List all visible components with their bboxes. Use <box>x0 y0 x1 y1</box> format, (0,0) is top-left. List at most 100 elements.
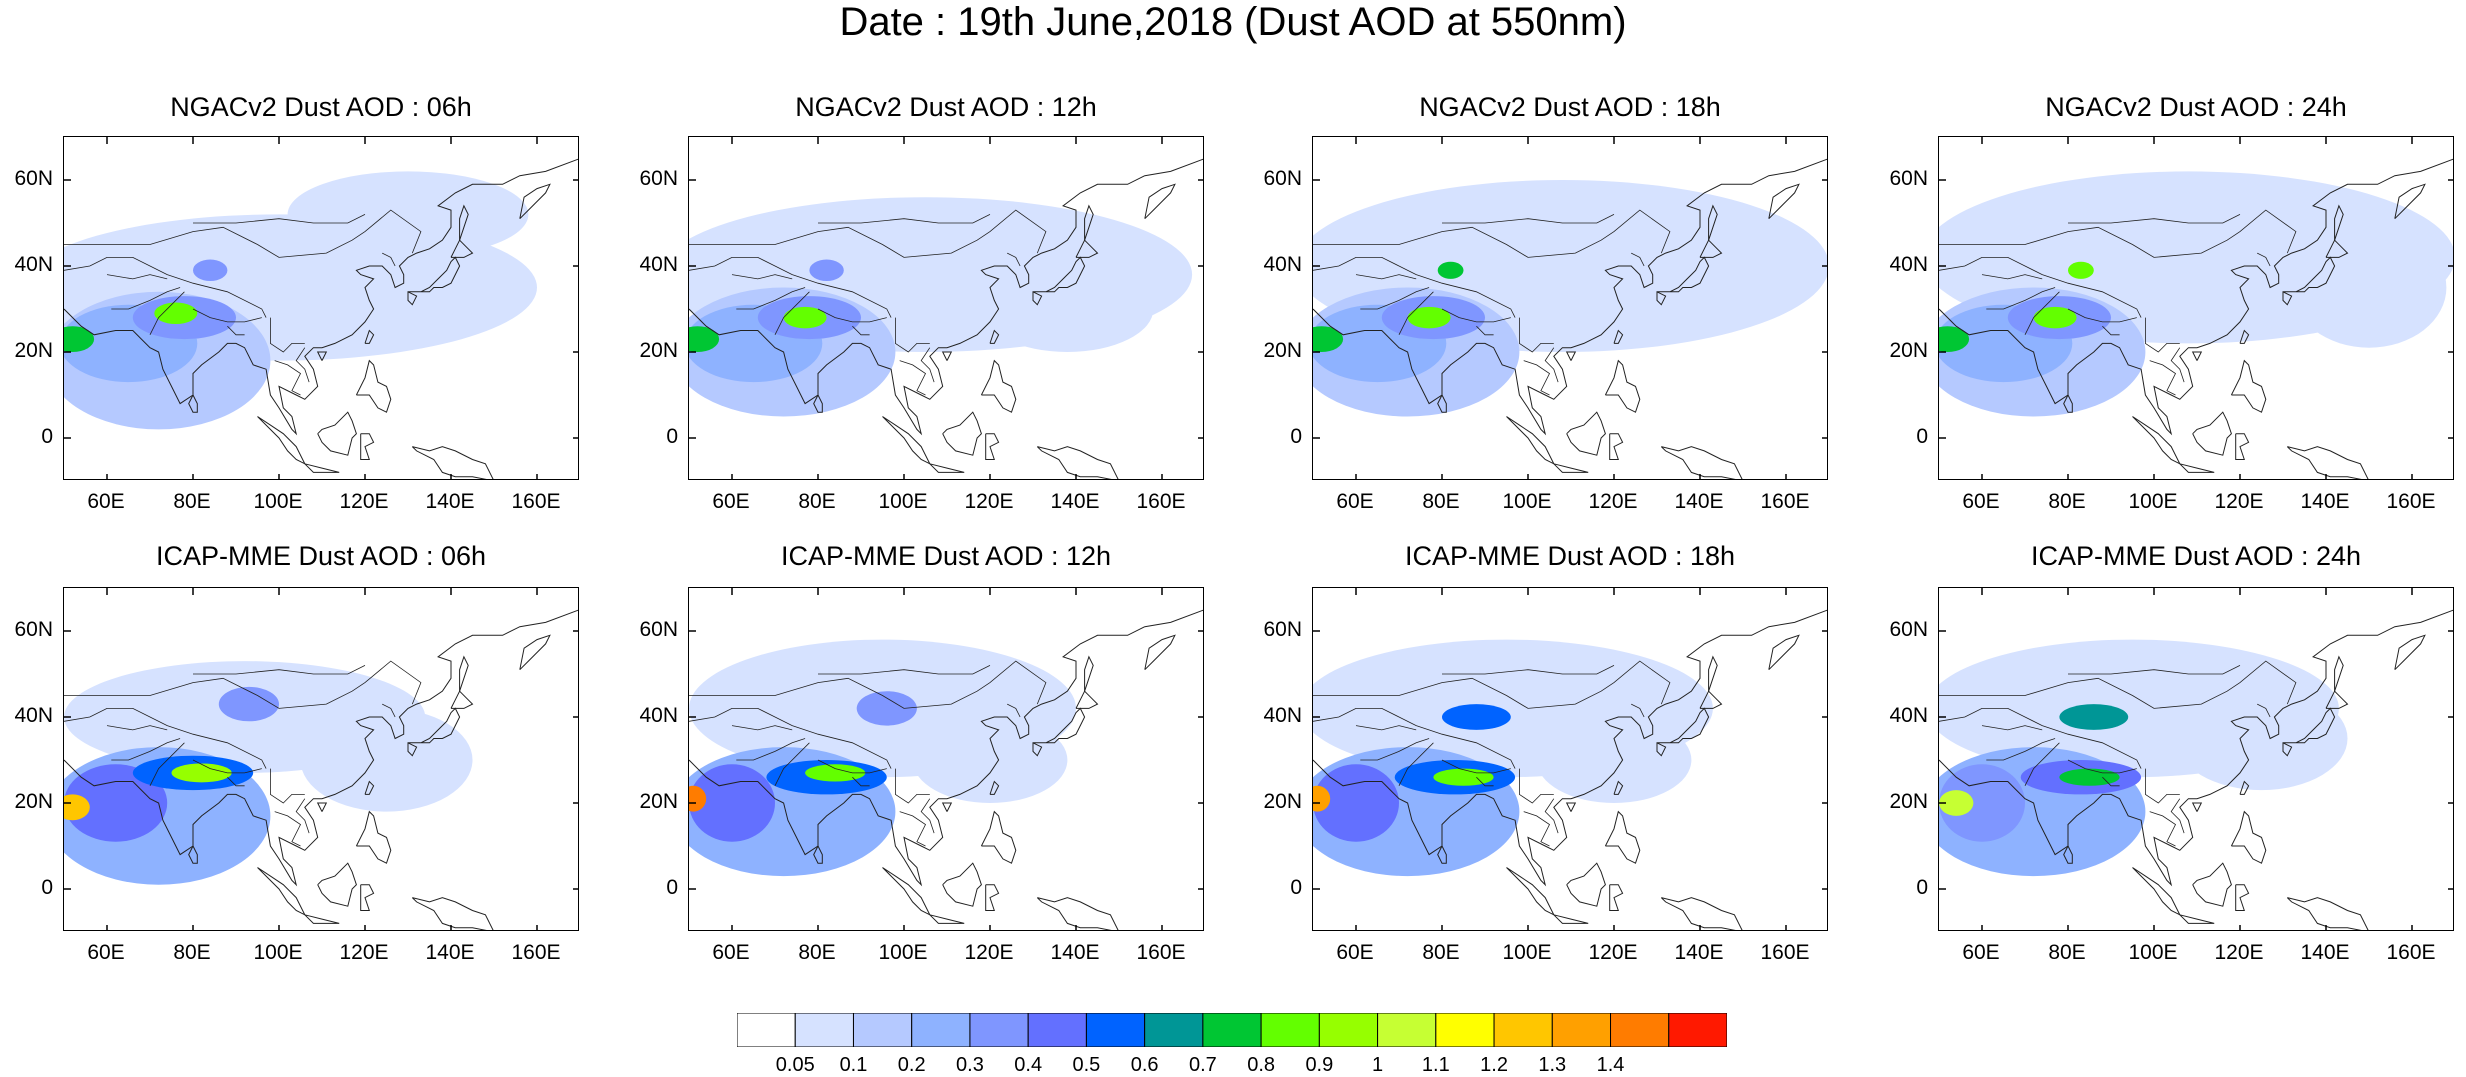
coastline <box>2179 914 2215 924</box>
y-tick-label: 0 <box>41 876 53 899</box>
coastline <box>1604 810 1641 864</box>
x-tick-label: 120E <box>1588 941 1638 964</box>
aod-region-5 <box>154 302 198 325</box>
country-border <box>689 660 1047 709</box>
y-tick-label: 40N <box>14 253 53 276</box>
coastline <box>1656 707 1710 757</box>
coastline <box>519 634 551 671</box>
coastline <box>1656 256 1710 306</box>
coastline <box>2063 845 2073 864</box>
country-border <box>227 776 245 787</box>
aod-region-1 <box>287 171 529 258</box>
colorbar-level-label: 1 <box>1372 1054 1384 1076</box>
coastline <box>1565 802 1577 812</box>
coastlines <box>1939 158 2453 479</box>
country-border <box>64 708 267 769</box>
country-border <box>774 742 810 786</box>
x-tick-label: 120E <box>1588 490 1638 513</box>
coastline <box>1708 655 1718 692</box>
coastline <box>929 463 965 473</box>
aod-region-6 <box>1939 326 1970 352</box>
country-border <box>894 317 930 353</box>
coastline <box>980 359 1017 413</box>
map-icap-18h <box>1312 587 1828 931</box>
country-border <box>192 308 262 323</box>
country-border <box>382 703 396 718</box>
colorbar-level-label: 0.2 <box>897 1054 926 1076</box>
y-tick-label: 40N <box>639 704 678 727</box>
country-border <box>920 798 935 834</box>
aod-field-icap-12h <box>689 588 1203 930</box>
coastline <box>1699 690 1723 709</box>
x-tick-label: 80E <box>798 941 836 964</box>
aod-region-1 <box>912 717 1068 803</box>
coastline <box>450 239 474 258</box>
aod-region-6 <box>689 326 720 352</box>
country-border <box>2170 347 2185 383</box>
country-border <box>111 738 181 761</box>
country-border <box>106 725 168 731</box>
coastline <box>2192 411 2232 456</box>
aod-region-3 <box>1313 764 1399 842</box>
aod-region-1 <box>2175 686 2348 791</box>
panel-title-icap-06h: ICAP-MME Dust AOD : 06h <box>155 541 487 571</box>
colorbar-level-label: 0.1 <box>839 1054 868 1076</box>
country-border <box>1981 725 2043 731</box>
country-border <box>1398 742 1434 786</box>
figure-title: Date : 19th June,2018 (Dust AOD at 550nm… <box>839 0 1627 44</box>
coastline <box>1036 446 1119 479</box>
country-border <box>1313 660 1671 709</box>
panel-title-ngac-06h: NGACv2 Dust AOD : 06h <box>170 92 472 122</box>
country-border <box>2149 360 2177 396</box>
coastline <box>2286 897 2369 930</box>
country-border <box>2257 252 2271 267</box>
aod-field-icap-06h <box>64 588 578 930</box>
aod-region-5 <box>1433 768 1494 786</box>
panel-title-icap-24h: ICAP-MME Dust AOD : 24h <box>2030 541 2362 571</box>
aod-region-6 <box>64 794 90 821</box>
coastline <box>1566 862 1606 907</box>
coastline <box>2063 394 2073 413</box>
x-tick-label: 60E <box>87 941 125 964</box>
y-tick-label: 0 <box>1916 876 1928 899</box>
country-border <box>1631 703 1645 718</box>
coastline <box>1565 351 1577 361</box>
x-tick-label: 160E <box>1760 941 1810 964</box>
country-border <box>2024 291 2060 335</box>
colorbar-cell <box>1260 1013 1320 1047</box>
aod-field-icap-24h <box>1939 588 2453 930</box>
map-ngac-24h <box>1938 136 2454 480</box>
country-border <box>2144 768 2180 804</box>
y-tick-label: 60N <box>1889 618 1928 641</box>
coastlines <box>1313 609 1827 930</box>
country-border <box>106 274 168 280</box>
coastline <box>2132 416 2181 465</box>
x-tick-label: 140E <box>425 941 475 964</box>
coastline <box>989 329 1000 344</box>
x-tick-label: 140E <box>2300 941 2350 964</box>
y-tick-label: 60N <box>639 618 678 641</box>
aod-region-5 <box>171 763 232 783</box>
coastline <box>1699 239 1723 258</box>
country-border <box>817 308 887 323</box>
coastline <box>2282 707 2336 757</box>
coastline <box>2132 867 2181 916</box>
x-tick-label: 160E <box>1760 490 1810 513</box>
x-tick-label: 60E <box>1962 490 2000 513</box>
country-border <box>1523 360 1551 396</box>
coastline <box>2325 239 2349 258</box>
aod-region-5 <box>2059 768 2120 786</box>
x-tick-label: 160E <box>511 490 561 513</box>
coastline <box>316 802 328 812</box>
colorbar-cell <box>1668 1013 1727 1047</box>
country-border <box>295 798 310 834</box>
y-tick-label: 20N <box>1889 790 1928 813</box>
coastline <box>941 351 953 361</box>
coastline <box>411 446 494 479</box>
country-border <box>64 209 422 258</box>
x-tick-label: 120E <box>2214 490 2264 513</box>
coastline <box>1506 867 1555 916</box>
coastline <box>1313 158 1827 436</box>
aod-region-3 <box>689 764 775 842</box>
y-tick-label: 20N <box>639 339 678 362</box>
